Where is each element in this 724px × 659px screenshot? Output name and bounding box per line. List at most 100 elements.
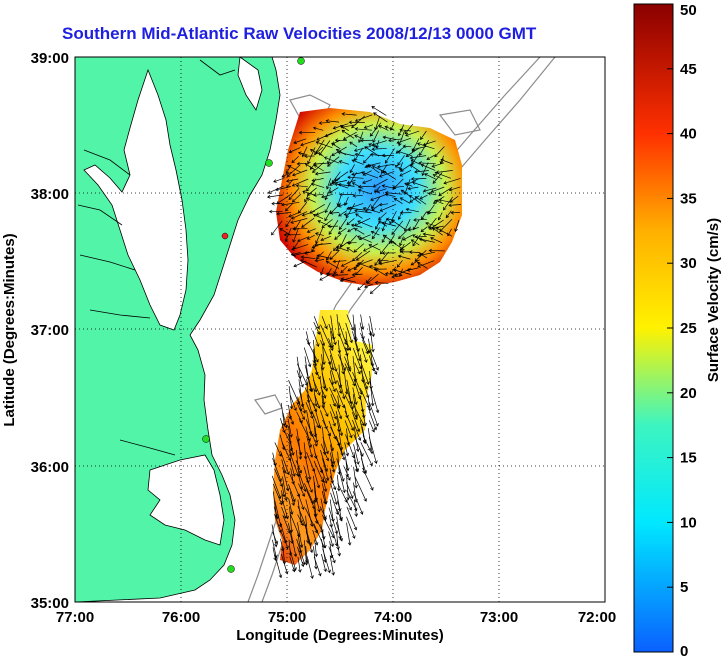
colorbar-tick-label: 45 (680, 61, 697, 78)
velocity-arrow (422, 187, 437, 193)
velocity-arrow (353, 426, 360, 453)
velocity-arrow (334, 138, 347, 143)
velocity-arrow (312, 213, 324, 220)
velocity-arrow (334, 233, 342, 240)
velocity-arrow (381, 251, 396, 255)
velocity-arrow (353, 444, 360, 465)
velocity-arrow (322, 476, 328, 493)
velocity-arrow (343, 211, 356, 217)
velocity-arrow (341, 129, 355, 139)
velocity-arrow (360, 442, 373, 467)
velocity-arrow (321, 530, 327, 549)
velocity-arrow (368, 265, 379, 270)
velocity-arrow (305, 531, 314, 554)
velocity-arrow (367, 164, 380, 174)
velocity-arrow (427, 191, 437, 196)
velocity-arrow (372, 130, 380, 143)
velocity-arrow (289, 491, 296, 506)
x-tick-label: 76:00 (162, 609, 200, 626)
velocity-arrow (414, 169, 429, 174)
velocity-arrow (346, 516, 356, 539)
velocity-arrow (369, 122, 382, 137)
velocity-arrow (271, 475, 282, 500)
velocity-arrow (334, 182, 349, 189)
velocity-arrow (313, 546, 318, 570)
velocity-arrow (326, 251, 332, 261)
velocity-arrow (363, 124, 374, 129)
colorbar-tick-label: 10 (680, 514, 697, 531)
velocity-arrow (357, 188, 372, 195)
velocity-arrow (382, 170, 397, 180)
velocity-arrow (290, 211, 308, 220)
velocity-arrow (346, 179, 356, 185)
velocity-arrow (288, 426, 294, 452)
velocity-arrow (399, 128, 411, 132)
velocity-arrow (361, 171, 379, 179)
velocity-arrow (311, 178, 324, 183)
velocity-arrow (293, 138, 307, 144)
velocity-arrow (420, 130, 427, 140)
velocity-arrow (314, 426, 319, 444)
velocity-arrow (309, 148, 325, 157)
velocity-arrow (378, 212, 387, 221)
velocity-arrow (321, 372, 329, 392)
x-tick-label: 74:00 (374, 609, 412, 626)
y-axis: 39:00 38:00 37:00 36:00 35:00 Latitude (… (1, 50, 69, 612)
velocity-arrow (285, 164, 292, 174)
velocity-arrow (419, 194, 428, 200)
velocity-arrow (347, 175, 364, 180)
velocity-arrow (306, 178, 317, 192)
velocity-arrow (312, 126, 324, 131)
velocity-arrow (328, 531, 335, 548)
velocity-arrow (343, 466, 351, 481)
velocity-arrow (297, 522, 304, 548)
velocity-arrow (314, 171, 331, 176)
velocity-arrow (280, 201, 300, 207)
velocity-arrow (345, 482, 354, 499)
x-tick-label: 77:00 (56, 609, 94, 626)
velocity-arrow (288, 484, 296, 503)
velocity-arrow (329, 178, 341, 186)
velocity-arrow (300, 259, 317, 268)
x-tick-label: 75:00 (268, 609, 306, 626)
chesapeake-bay (83, 68, 189, 331)
velocity-arrow (346, 476, 351, 501)
velocity-arrow (437, 212, 443, 221)
velocity-arrow (391, 185, 405, 190)
x-tick-label: 73:00 (480, 609, 518, 626)
velocity-arrow (275, 186, 292, 192)
velocity-arrow (316, 132, 333, 141)
velocity-arrow (297, 546, 305, 568)
velocity-arrow (304, 163, 316, 171)
velocity-arrow (397, 155, 405, 166)
velocity-arrow (331, 180, 347, 185)
radar-stations (202, 57, 305, 573)
velocity-arrow (371, 140, 387, 147)
velocity-arrow (369, 348, 379, 371)
velocity-arrow (281, 484, 286, 498)
velocity-arrow (330, 459, 336, 473)
velocity-arrow (375, 139, 380, 149)
velocity-arrow (403, 218, 411, 232)
velocity-arrow (351, 401, 365, 427)
velocity-arrow (399, 169, 412, 177)
velocity-arrow (385, 217, 395, 222)
velocity-arrow (291, 178, 309, 187)
velocity-arrow (422, 232, 436, 237)
y-tick-label: 39:00 (31, 50, 69, 67)
velocity-arrow (375, 188, 387, 193)
velocity-arrow (381, 153, 395, 158)
velocity-arrow (280, 402, 286, 427)
velocity-arrow (366, 273, 379, 284)
velocity-arrow (420, 226, 428, 233)
velocity-arrow (354, 152, 365, 157)
velocity-arrow (322, 346, 326, 366)
velocity-arrow (287, 418, 293, 438)
velocity-arrow (324, 129, 340, 138)
colorbar-label: Surface Velocity (cm/s) (705, 218, 722, 382)
velocity-arrow (291, 244, 309, 251)
velocity-arrow (289, 548, 297, 571)
velocity-arrow (369, 411, 378, 431)
colorbar-tick-label: 30 (680, 255, 697, 272)
